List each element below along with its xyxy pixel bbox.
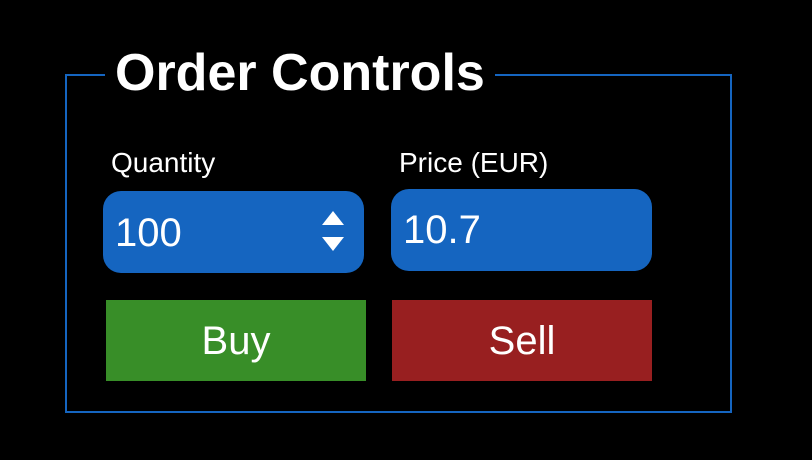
triangle-up-icon[interactable]	[322, 211, 344, 225]
triangle-down-icon[interactable]	[322, 237, 344, 251]
sell-button[interactable]: Sell	[392, 300, 652, 381]
price-label: Price (EUR)	[399, 147, 549, 178]
buy-button[interactable]: Buy	[106, 300, 366, 381]
quantity-stepper	[322, 211, 344, 253]
group-title: Order Controls	[105, 40, 495, 106]
quantity-spinbox[interactable]: 100	[103, 191, 364, 273]
quantity-value[interactable]: 100	[115, 211, 182, 255]
price-input[interactable]	[391, 189, 652, 271]
price-field	[391, 189, 652, 271]
quantity-label: Quantity	[111, 147, 216, 178]
